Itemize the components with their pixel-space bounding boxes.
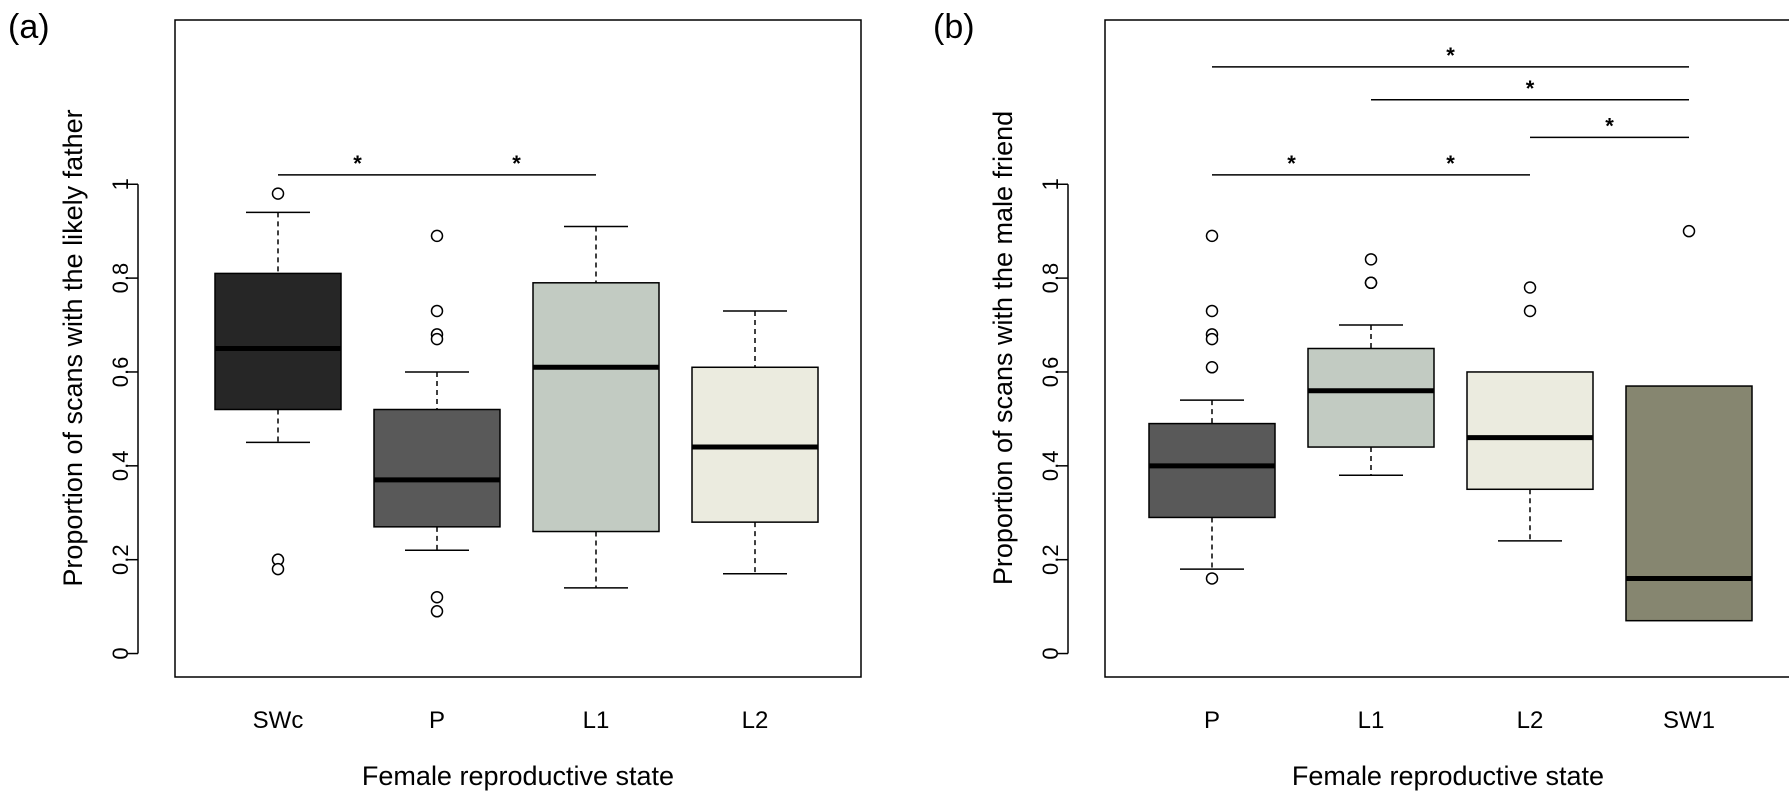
panel-b-box-sw1 <box>1625 224 1753 622</box>
panel-b-y-ticks: 0 0.2 0.4 0.6 0.8 1 P L1 L2 SW1 <box>1038 178 1715 734</box>
panel-a-y-tick-label: 1 <box>108 178 133 190</box>
panel-b-x-axis-title: Female reproductive state <box>1292 761 1604 791</box>
panel-a-y-ticks: 0 0.2 0.4 0.6 0.8 1 SWc P L1 L2 <box>108 178 768 734</box>
panel-a-significance: * * <box>278 151 596 176</box>
panel-b-x-tick-label: SW1 <box>1663 707 1715 734</box>
panel-a-x-tick-label: L1 <box>583 707 610 734</box>
outlier-point <box>1205 304 1219 318</box>
panel-b: (b) 0 0.2 0.4 0.6 0.8 1 P L1 L2 SW1 * * * * * Female … <box>933 8 1789 791</box>
panel-b-y-tick-label: 0.4 <box>1038 451 1063 482</box>
panel-a-box-p <box>373 229 501 618</box>
panel-b-y-tick-label: 0.8 <box>1038 263 1063 294</box>
panel-a-y-axis-title: Proportion of scans with the likely fath… <box>58 109 88 586</box>
panel-b-box-l2 <box>1466 281 1594 542</box>
outlier-point <box>1364 276 1378 290</box>
outlier-point <box>271 562 285 576</box>
panel-a-significance-star: * <box>353 151 362 176</box>
panel-a-x-axis-title: Female reproductive state <box>362 761 674 791</box>
panel-a-y-tick-label: 0 <box>108 647 133 659</box>
panel-a-x-tick-label: P <box>429 707 445 734</box>
panel-a-y-tick-label: 0.4 <box>108 451 133 482</box>
outlier-point <box>430 605 444 618</box>
panel-b-label: (b) <box>933 8 975 46</box>
panel-b-x-tick-label: L2 <box>1517 707 1544 734</box>
box-body <box>214 272 342 411</box>
outlier-point <box>1205 572 1219 585</box>
panel-b-plot-frame <box>1104 19 1789 678</box>
panel-a-plot-frame <box>174 19 862 678</box>
panel-b-y-tick-label: 0.2 <box>1038 544 1063 575</box>
outlier-point <box>271 187 285 200</box>
panel-b-significance-star: * <box>1287 151 1296 176</box>
panel-a-x-tick-label: L2 <box>742 707 769 734</box>
panel-a-box-swc <box>214 187 342 576</box>
panel-b-y-tick-label: 0 <box>1038 647 1063 659</box>
outlier-point <box>1364 253 1378 266</box>
panel-a-box-l1 <box>532 225 660 589</box>
panel-b-y-tick-label: 0.6 <box>1038 357 1063 388</box>
panel-a-significance-star: * <box>512 151 521 176</box>
panel-b-box-l1 <box>1307 253 1435 476</box>
box-body <box>1466 371 1594 491</box>
outlier-point <box>1205 361 1219 374</box>
panel-a-x-tick-label: SWc <box>253 707 304 734</box>
outlier-point <box>1523 304 1537 318</box>
outlier-point <box>430 229 444 243</box>
box-body <box>1307 347 1435 448</box>
outlier-point <box>430 590 444 604</box>
outlier-point <box>1682 224 1696 238</box>
panel-b-box-p <box>1148 229 1276 585</box>
panel-b-x-tick-label: L1 <box>1358 707 1385 734</box>
panel-b-significance-star: * <box>1446 151 1455 176</box>
panel-b-y-tick-label: 1 <box>1038 178 1063 190</box>
panel-b-significance-star: * <box>1526 76 1535 101</box>
panel-a-boxes <box>214 187 819 618</box>
panel-a-label: (a) <box>8 8 50 46</box>
outlier-point <box>430 304 444 318</box>
panel-a-y-tick-label: 0.6 <box>108 357 133 388</box>
outlier-point <box>1523 281 1537 294</box>
panel-b-x-tick-label: P <box>1204 707 1220 734</box>
panel-b-significance: * * * * * <box>1212 43 1689 176</box>
box-body <box>373 408 501 528</box>
panel-b-significance-star: * <box>1446 43 1455 68</box>
panel-a-y-tick-label: 0.2 <box>108 544 133 575</box>
panel-a-box-l2 <box>691 310 819 575</box>
box-body <box>1148 422 1276 519</box>
panel-b-significance-star: * <box>1605 113 1614 138</box>
outlier-point <box>1205 332 1219 346</box>
box-body <box>532 282 660 533</box>
panel-b-boxes <box>1148 224 1753 622</box>
panel-a-y-tick-label: 0.8 <box>108 263 133 294</box>
outlier-point <box>1205 229 1219 243</box>
panel-b-y-axis-title: Proportion of scans with the male friend <box>988 111 1018 585</box>
outlier-point <box>430 332 444 346</box>
box-body <box>1625 385 1753 622</box>
